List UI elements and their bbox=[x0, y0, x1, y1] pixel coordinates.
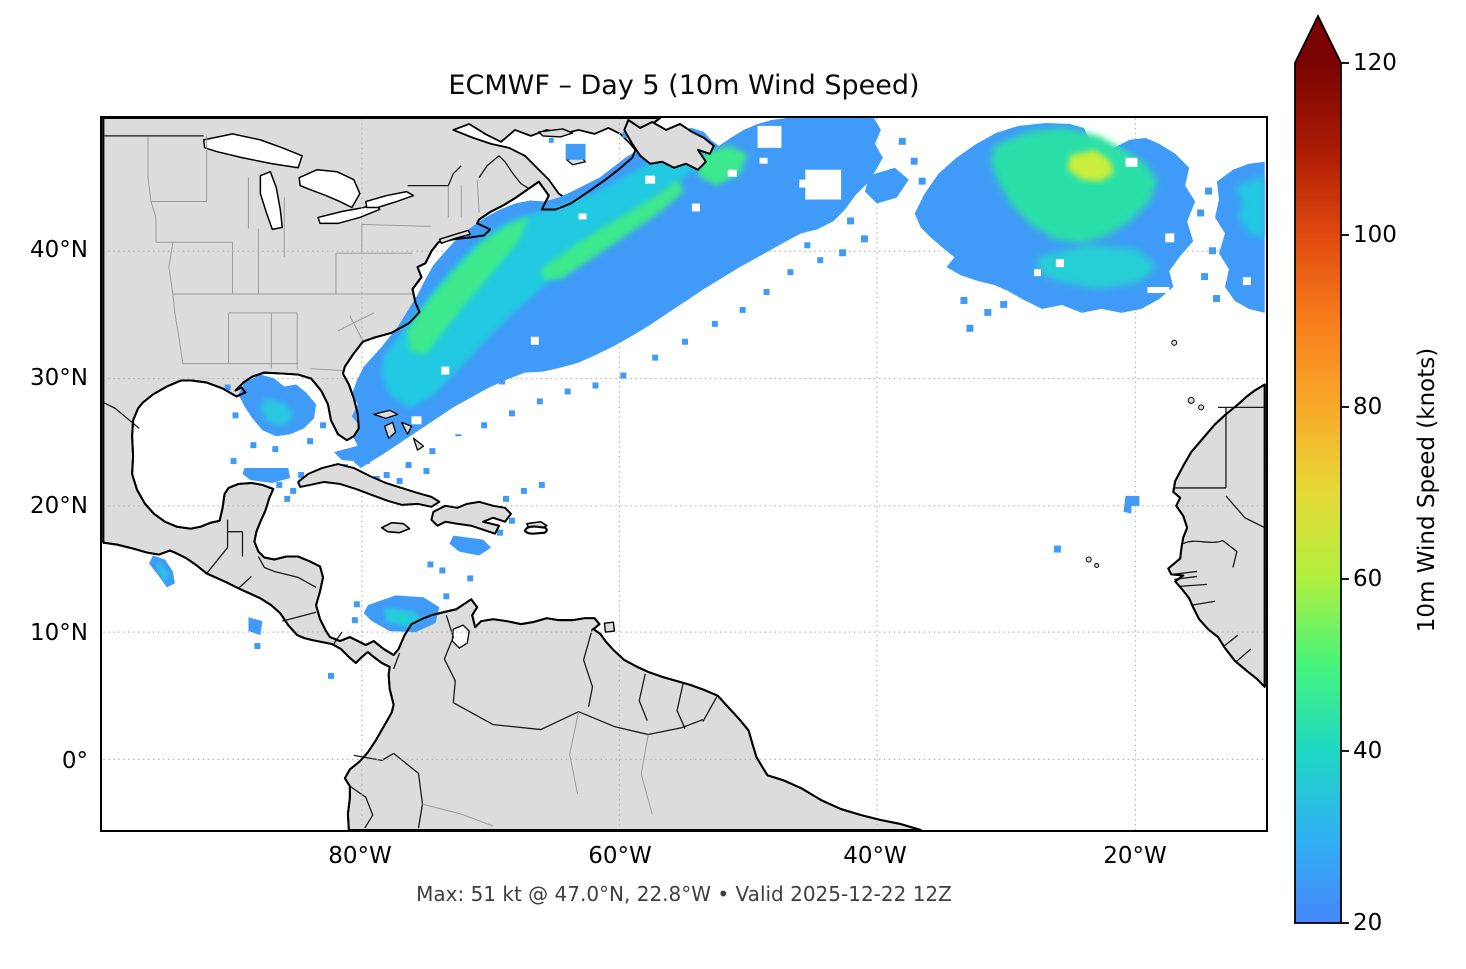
colorbar-ticks bbox=[1341, 62, 1349, 924]
colorbar-tick-label: 40 bbox=[1353, 738, 1383, 764]
wind-holes bbox=[411, 125, 1251, 444]
islands-layer bbox=[297, 118, 715, 633]
colorbar-extend-arrow bbox=[1295, 16, 1341, 63]
wind-max-spot bbox=[1067, 149, 1114, 182]
state-borders bbox=[147, 135, 480, 372]
trinidad bbox=[603, 621, 616, 633]
country-borders bbox=[102, 135, 1266, 829]
y-tick: 30°N bbox=[30, 365, 88, 391]
long-island bbox=[438, 229, 471, 244]
wind-swath-core-teal bbox=[381, 145, 702, 409]
bahamas bbox=[373, 409, 425, 451]
y-tick: 0° bbox=[61, 748, 88, 774]
wind-nw-atlantic-swath bbox=[351, 118, 883, 469]
atlantic-islets bbox=[1085, 339, 1205, 568]
brazil-state-lines bbox=[422, 711, 653, 827]
land-layer bbox=[102, 118, 1266, 830]
figure-caption: Max: 51 kt @ 47.0°N, 22.8°W • Valid 2025… bbox=[416, 882, 952, 906]
newfoundland bbox=[623, 118, 715, 171]
y-tick: 10°N bbox=[30, 620, 88, 646]
map-plot bbox=[100, 116, 1268, 832]
africa-landmass bbox=[1167, 383, 1266, 688]
colorbar-tick-label: 100 bbox=[1353, 222, 1397, 248]
x-tick: 20°W bbox=[1103, 843, 1167, 869]
anticosti-island bbox=[538, 128, 574, 138]
colorbar-tick-label: 20 bbox=[1353, 910, 1383, 936]
colorbar-tick-label: 120 bbox=[1353, 50, 1397, 76]
colorbar-tick-label: 60 bbox=[1353, 566, 1383, 592]
colorbar-axis-label: 10m Wind Speed (knots) bbox=[1414, 347, 1440, 633]
y-tick: 20°N bbox=[30, 493, 88, 519]
colorbar-outline bbox=[1294, 13, 1342, 924]
wind-field bbox=[149, 118, 1265, 679]
y-tick: 40°N bbox=[30, 237, 88, 263]
great-lakes bbox=[202, 133, 415, 231]
cuba bbox=[297, 463, 441, 508]
turks-island bbox=[523, 525, 548, 535]
jamaica bbox=[380, 521, 411, 534]
x-tick: 80°W bbox=[328, 843, 392, 869]
colorbar-gradient bbox=[1295, 63, 1341, 923]
hispaniola bbox=[430, 500, 512, 535]
map-svg bbox=[102, 118, 1266, 830]
colorbar bbox=[1294, 13, 1349, 924]
plot-title: ECMWF – Day 5 (10m Wind Speed) bbox=[448, 70, 920, 101]
x-tick: 40°W bbox=[843, 843, 907, 869]
colorbar-tick-label: 80 bbox=[1353, 394, 1383, 420]
x-tick: 60°W bbox=[588, 843, 652, 869]
wind-swath-core-green bbox=[407, 216, 529, 355]
